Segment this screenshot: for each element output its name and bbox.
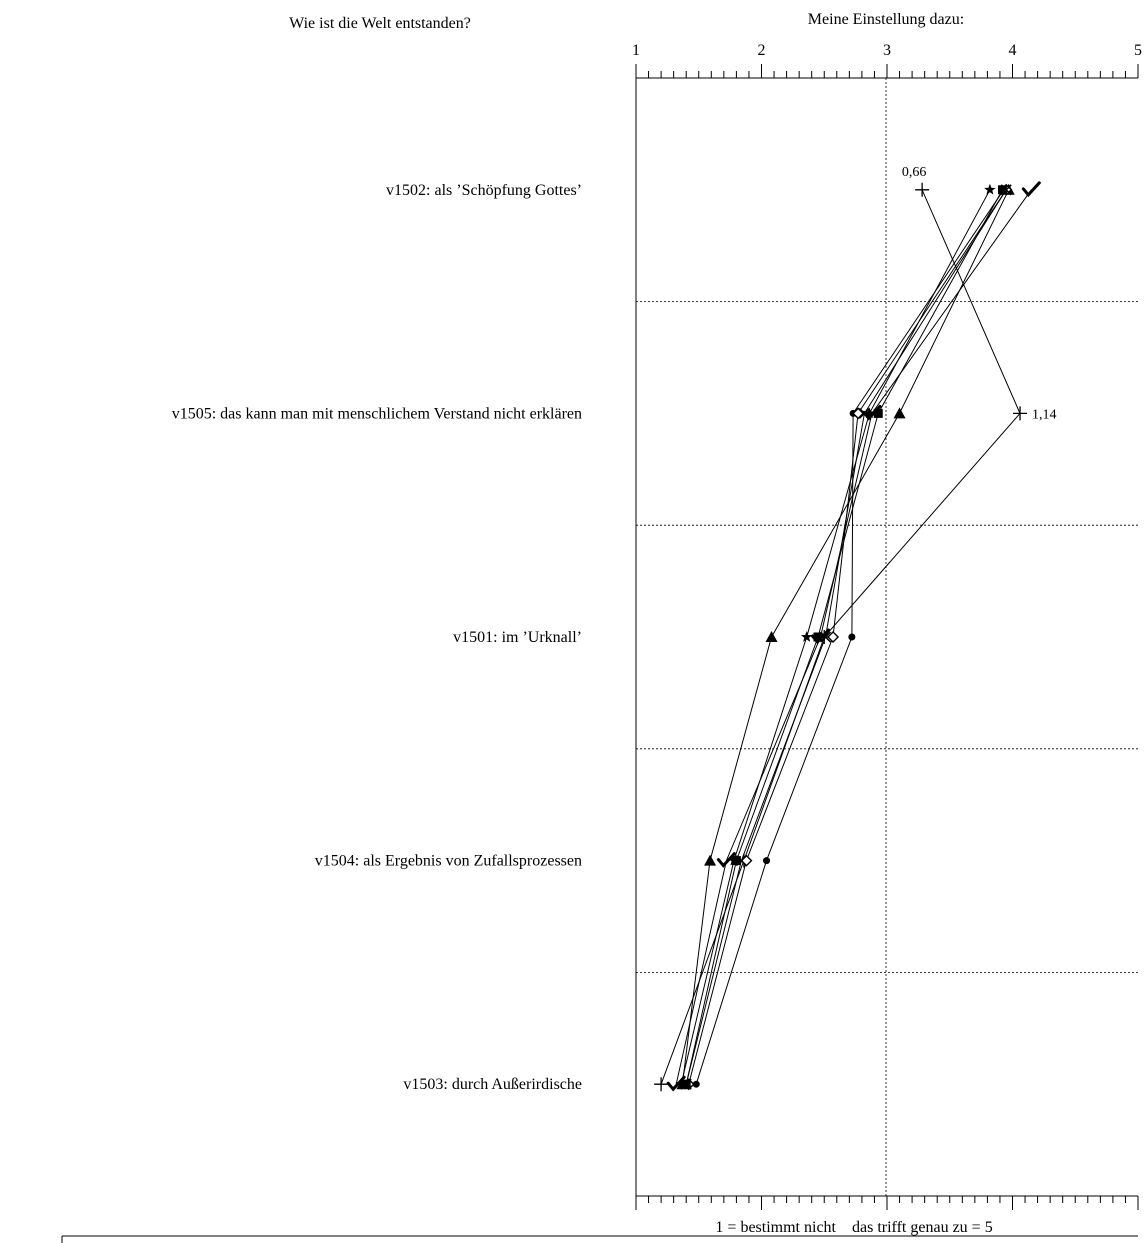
item-label: v1501: im ’Urknall’ [453, 629, 582, 646]
marker-dot [692, 1080, 700, 1088]
footer-right-label: das trifft genau zu = 5 [852, 1219, 993, 1236]
marker-cross [680, 1078, 692, 1090]
item-label: v1502: als ’Schöpfung Gottes’ [386, 182, 582, 199]
markers-diamond [682, 183, 1013, 1091]
marker-square [731, 856, 741, 866]
marker-triangle [765, 631, 778, 642]
series-square [685, 189, 1003, 1085]
value-label: 1,14 [1032, 407, 1057, 422]
row-separators [636, 301, 1138, 973]
footer-left-label: 1 = bestimmt nicht [715, 1219, 836, 1236]
marker-check [716, 852, 736, 868]
scale-tick-label: 4 [1009, 42, 1017, 59]
value-label: 0,66 [902, 165, 927, 180]
scale-tick-label: 2 [758, 42, 766, 59]
scale-tick-labels: 1 2 3 4 5 [632, 42, 1142, 59]
marker-plus [1013, 406, 1028, 421]
series-diamond [688, 189, 1007, 1085]
scale-tick-label: 1 [632, 42, 640, 59]
item-label: v1504: als Ergebnis von Zufallsprozessen [315, 853, 582, 870]
marker-dot [848, 633, 856, 641]
scale-title: Meine Einstellung dazu: [808, 11, 964, 28]
markers-triangle [676, 183, 1015, 1090]
axis-ticks [635, 64, 1139, 1210]
marker-cross [1000, 184, 1012, 196]
series-cross [685, 189, 1007, 1085]
marker-cross [735, 855, 747, 867]
marker-triangle [704, 854, 717, 866]
series-plus [660, 189, 1021, 1085]
series-layer: 0,66 1,14 [654, 165, 1057, 1092]
series-triangle [681, 189, 1010, 1085]
series-line [685, 189, 1007, 1085]
markers-plus: 0,66 1,14 [654, 165, 1057, 1092]
marker-check [1021, 181, 1041, 198]
marker-cross [858, 407, 870, 419]
marker-star [984, 183, 996, 195]
series-line [685, 189, 1003, 1085]
marker-diamond [852, 407, 865, 420]
marker-diamond [827, 631, 840, 643]
marker-plus [654, 1077, 669, 1092]
marker-triangle [893, 407, 906, 419]
item-label: v1505: das kann man mit menschlichem Ver… [172, 405, 582, 422]
marker-star [863, 407, 876, 419]
marker-square [997, 185, 1007, 195]
series-line [660, 189, 1021, 1085]
series-line [681, 189, 1010, 1085]
marker-plus [915, 182, 930, 197]
item-label: v1503: durch Außerirdische [403, 1076, 582, 1093]
marker-cross [819, 631, 832, 643]
marker-square [813, 632, 823, 642]
series-line [688, 189, 1007, 1085]
item-labels: v1502: als ’Schöpfung Gottes’ v1505: das … [172, 182, 582, 1093]
markers-cross [680, 184, 1012, 1090]
marker-dot [763, 857, 771, 865]
marker-star [800, 631, 813, 642]
question-title: Wie ist die Welt entstanden? [289, 15, 471, 32]
marker-square [873, 408, 883, 418]
scale-tick-label: 3 [883, 42, 891, 59]
scale-tick-label: 5 [1134, 42, 1142, 59]
markers-square [681, 185, 1007, 1089]
markers-dot [692, 186, 1008, 1088]
